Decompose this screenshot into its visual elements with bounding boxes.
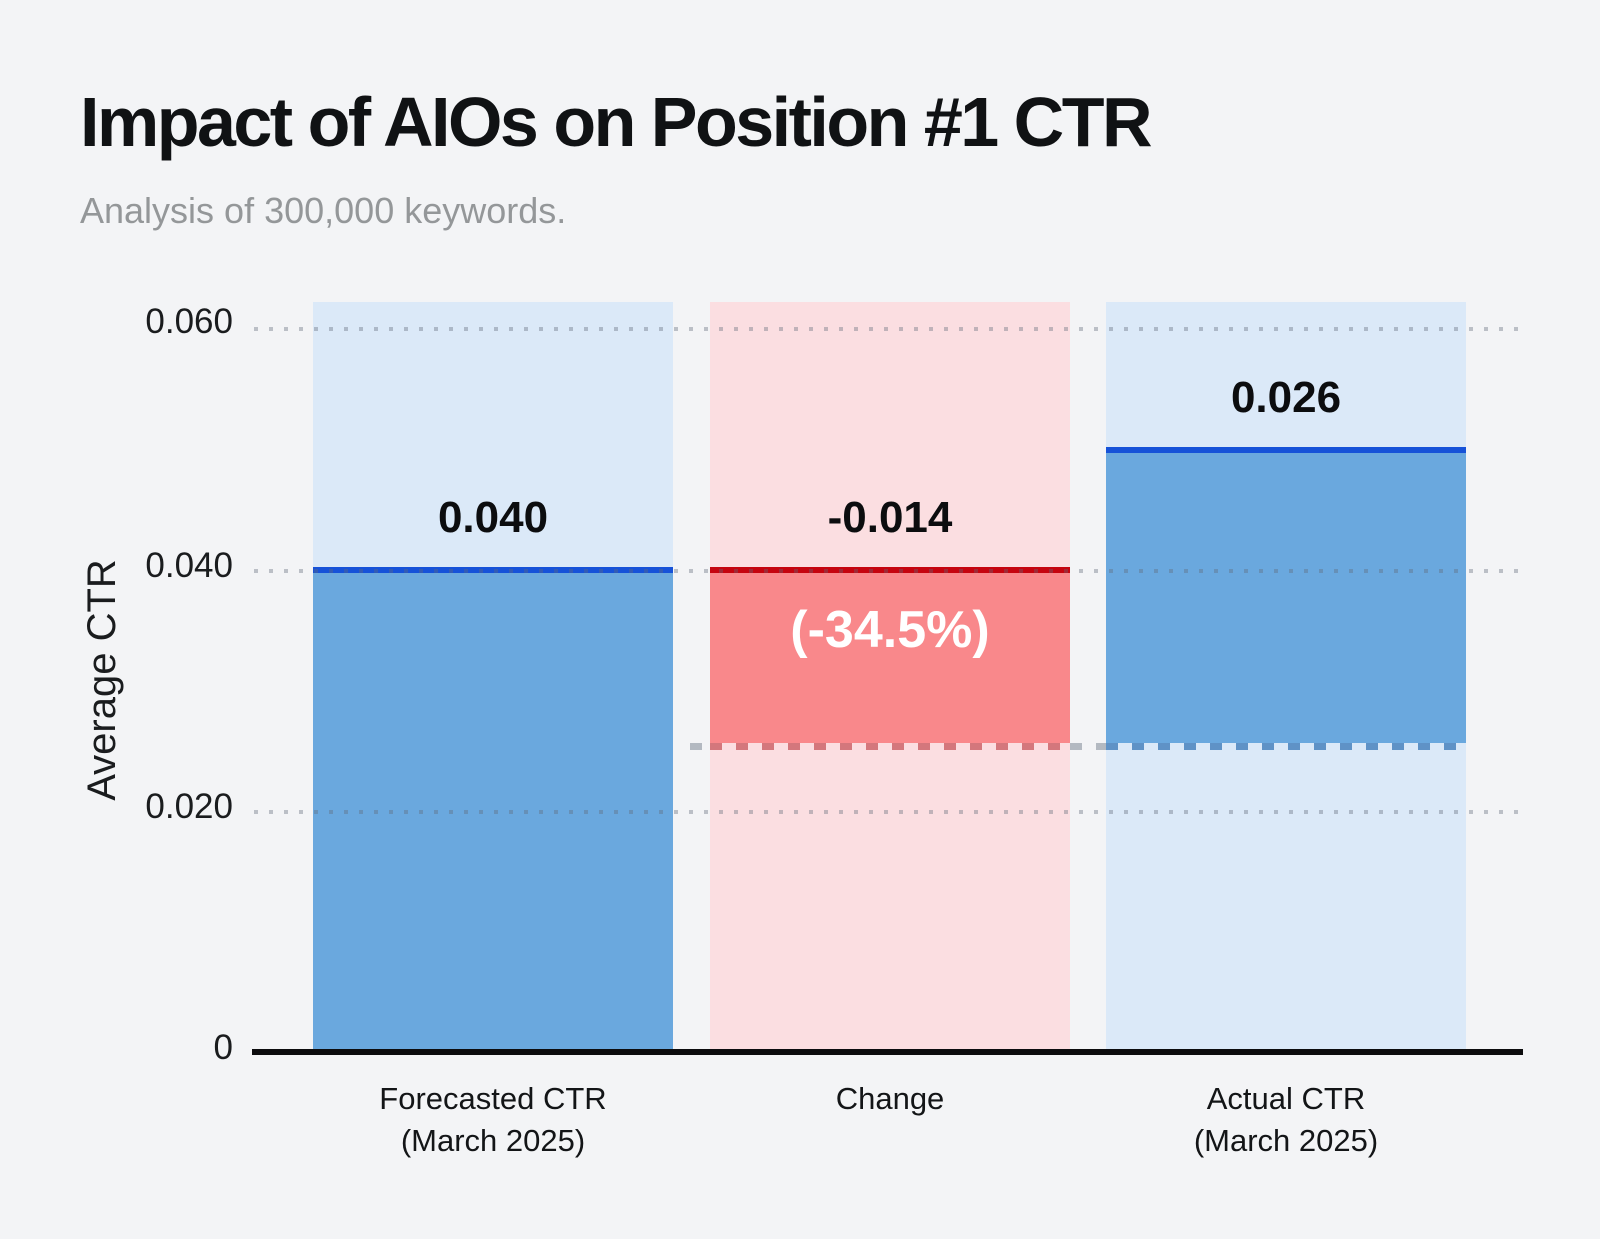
page-title: Impact of AIOs on Position #1 CTR <box>80 83 1153 161</box>
gridline-0020 <box>254 810 1520 814</box>
gridline-0040 <box>254 569 1520 573</box>
y-tick-0: 0 <box>213 1028 233 1067</box>
actual-bar-fill <box>1106 453 1466 743</box>
page-subtitle: Analysis of 300,000 keywords. <box>80 190 567 231</box>
x-label-forecasted-line1: Forecasted CTR <box>379 1081 607 1116</box>
dashed-connector-left <box>690 743 710 750</box>
gridline-0060 <box>254 327 1520 331</box>
change-value-line <box>710 567 1070 573</box>
x-label-change-line1: Change <box>835 1081 945 1116</box>
actual-value-label: 0.026 <box>1230 373 1342 422</box>
y-tick-0060: 0.060 <box>145 302 233 341</box>
x-label-forecasted: Forecasted CTR (March 2025) <box>313 1078 673 1162</box>
x-axis-line <box>252 1049 1523 1055</box>
x-label-actual-line2: (March 2025) <box>1193 1123 1379 1158</box>
y-tick-0020: 0.020 <box>145 787 233 826</box>
change-bar-fill <box>710 573 1070 743</box>
x-label-forecasted-line2: (March 2025) <box>400 1123 586 1158</box>
change-percent-label: (-34.5%) <box>790 601 990 659</box>
dashed-connector-gap <box>1070 743 1106 750</box>
forecasted-value-label: 0.040 <box>437 493 549 542</box>
forecasted-bar-fill <box>313 573 673 1052</box>
actual-value-line <box>1106 447 1466 453</box>
dashed-connector-change <box>710 743 1070 750</box>
change-value-label: -0.014 <box>827 493 953 542</box>
y-tick-0040: 0.040 <box>145 546 233 585</box>
x-label-actual-line1: Actual CTR <box>1206 1081 1366 1116</box>
plot-area: 0.040 -0.014 0.026 (-34.5%) <box>252 302 1523 1055</box>
x-label-change: Change <box>710 1078 1070 1120</box>
forecasted-value-line <box>313 567 673 573</box>
dashed-connector-actual <box>1106 743 1466 750</box>
x-label-actual: Actual CTR (March 2025) <box>1106 1078 1466 1162</box>
